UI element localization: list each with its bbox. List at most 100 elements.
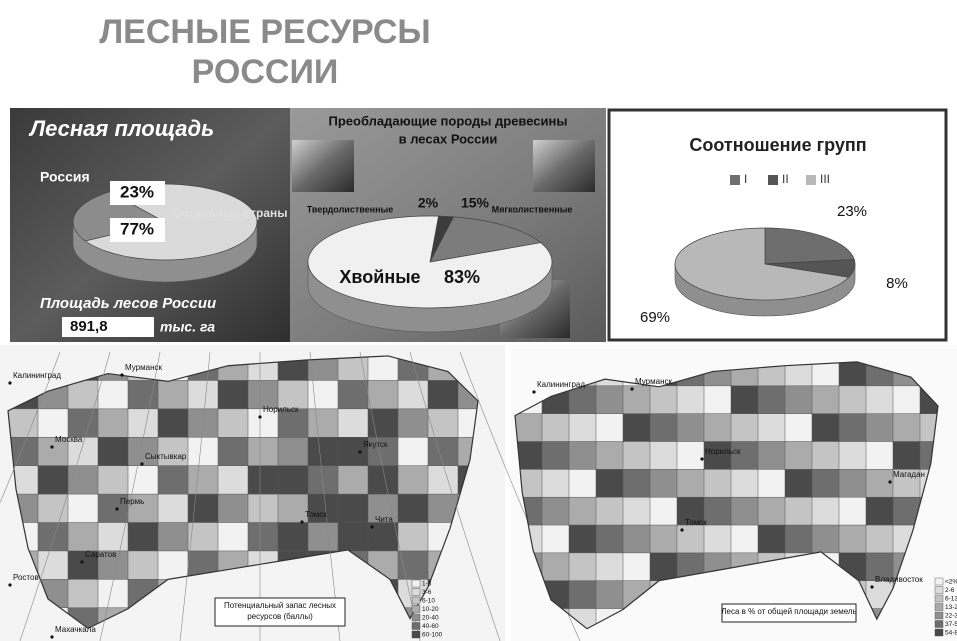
value-label: 77% [120,219,154,238]
category-label: Остальные страны [172,206,287,220]
map-region [367,355,400,382]
city-label: Якутск [363,440,388,449]
map-region [217,380,250,411]
legend-swatch [934,611,944,620]
legend-title-box [214,597,346,627]
legend-swatch [934,628,944,637]
map-region [865,496,895,527]
map-region [427,380,460,411]
city-label: Сыктывкар [145,452,187,461]
map-region [838,496,868,527]
pie-slice [307,215,553,309]
map-region [676,385,706,415]
legend-label: II [782,172,789,186]
category-label: Россия [40,169,90,185]
map-region [8,408,40,439]
legend-swatch [934,603,944,611]
city-dot [8,583,12,587]
value-label: 2% [418,195,439,211]
map-region [337,437,370,467]
photo [292,140,354,192]
map-region [37,465,70,496]
map-region [730,385,760,415]
map-region [97,550,130,581]
chart-title: Лесная площадь [28,116,214,141]
content: Лесная площадь Россия Остальные страны 23% 7… [0,113,957,641]
legend-label: 20-40 [422,615,439,622]
city-label: Пермь [120,497,144,506]
map-region [307,437,340,467]
city-label: Москва [55,435,83,444]
map-region [97,522,130,553]
map-region [757,496,787,527]
legend-title-box [721,603,857,623]
pie-slice [764,227,855,265]
map-region [67,408,100,439]
map-region [568,441,598,471]
city-label: Ростов [13,573,39,582]
map-region [337,408,370,439]
map-region [757,441,787,471]
map-region [97,408,130,439]
map-region [865,413,895,443]
city-label: Норильск [705,447,741,456]
map-region [865,524,895,555]
map-region [568,469,598,499]
map-region [427,408,460,439]
map-region [127,550,160,581]
map-region [247,465,280,496]
map-region [784,441,814,471]
chart-title: Соотношение групп [689,135,866,155]
value-label: 83% [444,267,480,287]
legend-swatch [934,594,944,603]
map-region [307,408,340,439]
value-label: 23% [120,182,154,201]
footer: Площадь лесов России [40,295,216,312]
map-region [784,413,814,443]
legend-swatch [730,175,740,185]
page-title: РОССИИ [192,53,339,91]
map-region [127,437,160,467]
city-dot [140,462,144,466]
map-region [892,385,922,415]
map-region [515,413,544,443]
total: 891,8 [70,318,108,335]
map-region [337,493,370,524]
map-region [865,385,895,415]
map-region [811,524,841,555]
map-region [649,496,679,527]
map-region [541,496,571,527]
map-region [337,380,370,411]
map-region [784,496,814,527]
city-dot [300,520,304,524]
pie-slice [674,227,850,301]
legend-title: Леса в % от общей площади земель [721,607,856,616]
map-region [811,361,841,388]
map-region [811,441,841,471]
map-region [247,437,280,467]
legend-label: I [744,172,747,186]
map-region [622,385,652,415]
map-region [622,413,652,443]
map-region [307,522,340,553]
map-region [277,465,310,496]
map-region [676,413,706,443]
map-region [568,496,598,527]
map-region [838,524,868,555]
legend-swatch [806,175,816,185]
legend-label: 37-54 [945,621,957,628]
map-region [649,552,679,582]
legend-swatch [934,586,944,594]
map-region [397,465,430,496]
map-region [541,441,571,471]
map-region [730,496,760,527]
map-region [247,493,280,524]
map-region [217,465,250,496]
city-dot [358,450,362,454]
category-label: Твердолиственные [307,204,393,214]
value-label: 69% [640,309,670,326]
city-label: Томск [685,518,707,527]
map-region [157,380,190,411]
map-region [703,469,733,499]
